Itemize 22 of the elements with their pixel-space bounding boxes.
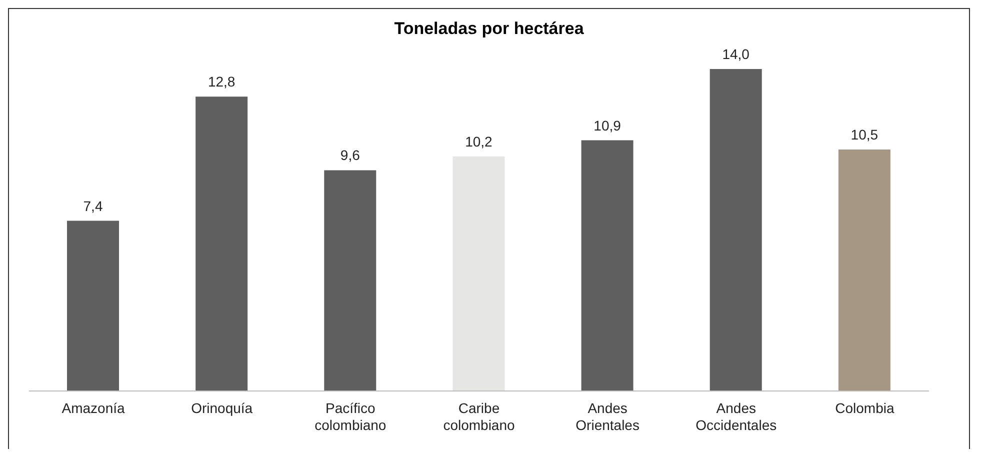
x-tick-label: Andes Occidentales [696,400,777,433]
bar [67,220,119,391]
bar [581,140,634,391]
data-label: 14,0 [722,46,750,62]
data-label: 10,5 [850,126,878,142]
data-label: 10,2 [465,133,493,150]
bar [838,150,890,391]
data-label: 12,8 [208,74,236,90]
x-tick-label: Caribe colombiano [443,400,516,433]
bar [452,156,505,391]
bar [196,96,248,391]
data-label: 7,4 [83,198,103,214]
x-tick-label: Andes Orientales [576,400,640,433]
bar [324,170,376,391]
data-label: 9,6 [340,147,360,164]
x-tick-label: Amazonía [62,400,126,416]
bar [710,69,762,391]
chart-title: Toneladas por hectárea [393,19,585,39]
x-tick-label: Pacífico colombiano [314,400,386,433]
data-label: 10,9 [594,117,622,134]
x-tick-label: Colombia [835,400,894,416]
x-tick-label: Orinoquía [191,400,253,416]
